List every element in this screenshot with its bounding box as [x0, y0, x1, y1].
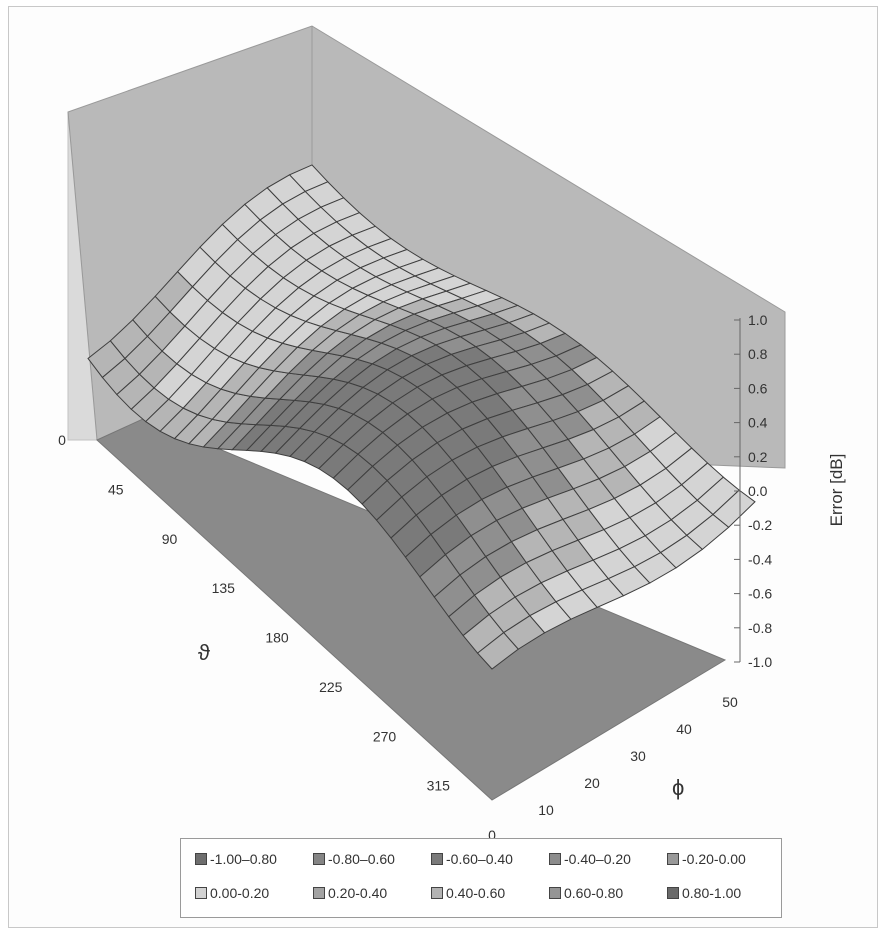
theta-tick-label: 45 — [108, 481, 124, 497]
theta-tick-label: 270 — [373, 728, 397, 744]
z-tick-label: -0.6 — [748, 586, 772, 602]
phi-tick-label: 10 — [538, 802, 554, 818]
z-tick-label: -0.2 — [748, 517, 772, 533]
legend-item: -1.00–0.80 — [195, 849, 277, 869]
z-tick-label: -0.8 — [748, 620, 772, 636]
theta-tick-label: 90 — [162, 531, 178, 547]
theta-tick-label: 315 — [427, 778, 451, 794]
legend-item: -0.40–0.20 — [549, 849, 631, 869]
z-axis-label: Error [dB] — [827, 454, 846, 527]
theta-tick-label: 180 — [265, 630, 289, 646]
legend-item: -0.20-0.00 — [667, 849, 746, 869]
floor — [96, 417, 727, 801]
legend-swatch — [549, 887, 561, 899]
z-tick-label: 1.0 — [748, 312, 768, 328]
phi-axis: 10 20 30 40 50 — [538, 694, 738, 818]
legend-item: -0.80–0.60 — [313, 849, 395, 869]
legend-swatch — [667, 887, 679, 899]
phi-tick-label: 50 — [722, 694, 738, 710]
z-tick-label: 0.2 — [748, 449, 768, 465]
legend-item: 0.60-0.80 — [549, 883, 623, 903]
phi-tick-label: 40 — [676, 721, 692, 737]
legend-swatch — [313, 887, 325, 899]
z-tick-label: 0.0 — [748, 483, 768, 499]
theta-tick-label: 0 — [58, 432, 66, 448]
z-tick-label: 0.8 — [748, 346, 768, 362]
legend-label: -0.60–0.40 — [446, 851, 513, 867]
legend-swatch — [195, 853, 207, 865]
z-tick-label: 0.4 — [748, 415, 768, 431]
legend-label: 0.00-0.20 — [210, 885, 270, 901]
legend-label: 0.80-1.00 — [682, 885, 742, 901]
surface-cell — [712, 489, 756, 528]
z-tick-label: -1.0 — [748, 654, 772, 670]
theta-tick-label: 225 — [319, 679, 343, 695]
legend-label: -1.00–0.80 — [210, 851, 277, 867]
legend-item: 0.40-0.60 — [431, 883, 505, 903]
theta-axis-label: ϑ — [198, 640, 210, 665]
z-tick-label: 0.6 — [748, 380, 768, 396]
phi-tick-label: 20 — [584, 775, 600, 791]
error-surface — [87, 164, 756, 670]
theta-tick-label: 135 — [212, 580, 236, 596]
legend-item: 0.20-0.40 — [313, 883, 387, 903]
z-axis: -1.0 -0.8 -0.6 -0.4 -0.2 0.0 0.2 0.4 0.6 0.8 1.0 — [734, 312, 772, 670]
legend-label: 0.40-0.60 — [446, 885, 506, 901]
legend-label: -0.20-0.00 — [682, 851, 746, 867]
legend-label: 0.20-0.40 — [328, 885, 388, 901]
legend-item: 0.00-0.20 — [195, 883, 269, 903]
legend-swatch — [431, 887, 443, 899]
z-tick-label: -0.4 — [748, 551, 772, 567]
legend-item: -0.60–0.40 — [431, 849, 513, 869]
legend-swatch — [431, 853, 443, 865]
legend-label: 0.60-0.80 — [564, 885, 624, 901]
legend-swatch — [549, 853, 561, 865]
legend: -1.00–0.80 -0.80–0.60 -0.60–0.40 -0.40–0.20… — [180, 838, 782, 918]
legend-swatch — [195, 887, 207, 899]
legend-swatch — [667, 853, 679, 865]
legend-item: 0.80-1.00 — [667, 883, 741, 903]
legend-swatch — [313, 853, 325, 865]
legend-label: -0.80–0.60 — [328, 851, 395, 867]
legend-label: -0.40–0.20 — [564, 851, 631, 867]
phi-axis-label: ϕ — [672, 775, 684, 800]
phi-tick-label: 30 — [630, 748, 646, 764]
theta-tick-label: 0 — [488, 827, 496, 843]
theta-axis: 0 45 90 135 180 225 270 315 0 — [58, 432, 496, 843]
